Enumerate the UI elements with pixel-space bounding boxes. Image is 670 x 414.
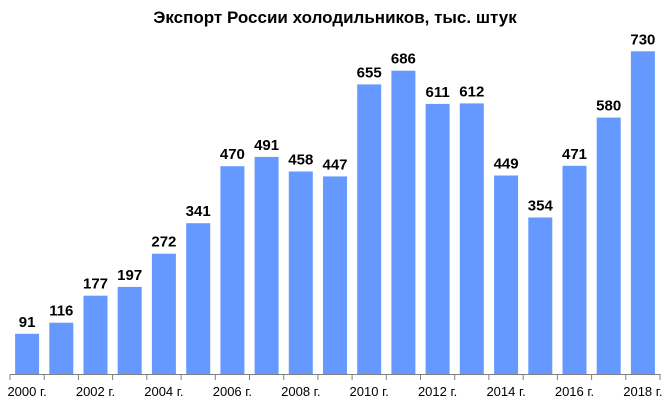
bar-value-label-12: 611 xyxy=(425,84,449,101)
bar-value-label-9: 447 xyxy=(322,156,347,173)
bar-value-label-18: 730 xyxy=(630,31,655,48)
bar-value-label-14: 449 xyxy=(494,156,519,173)
bar-15 xyxy=(528,217,553,374)
bar-13 xyxy=(459,103,484,375)
bar-14 xyxy=(494,175,519,374)
bar-6 xyxy=(220,166,245,374)
bar-16 xyxy=(562,165,587,374)
x-tick-label-12: 2012 г. xyxy=(418,384,457,399)
bar-9 xyxy=(323,176,347,374)
bar-1 xyxy=(49,322,74,374)
bar-value-label-7: 491 xyxy=(254,137,279,154)
bar-value-label-5: 341 xyxy=(186,203,211,220)
bar-10 xyxy=(357,84,382,375)
bar-8 xyxy=(288,171,313,374)
bar-11 xyxy=(391,70,416,374)
bar-0 xyxy=(15,333,40,374)
value-labels-layer: 91 116 177 197 272 341 470 491 458 447 655 686 611 61… xyxy=(19,31,656,331)
bar-value-label-2: 177 xyxy=(83,276,108,293)
x-tick-label-0: 2000 г. xyxy=(7,384,46,399)
bar-value-label-16: 471 xyxy=(562,146,587,163)
bar-value-label-8: 458 xyxy=(288,152,313,169)
bar-value-label-10: 655 xyxy=(357,64,382,81)
bar-value-label-0: 91 xyxy=(19,314,36,331)
bar-value-label-15: 354 xyxy=(528,198,554,215)
bar-value-label-17: 580 xyxy=(596,98,621,115)
bar-3 xyxy=(117,286,142,374)
bar-value-label-11: 686 xyxy=(391,51,416,68)
x-tick-label-2: 2002 г. xyxy=(76,384,115,399)
x-tick-label-10: 2010 г. xyxy=(350,384,389,399)
bar-value-label-6: 470 xyxy=(220,146,245,163)
bar-value-label-1: 116 xyxy=(49,303,73,320)
bar-5 xyxy=(186,223,211,374)
x-tick-label-18: 2018 г. xyxy=(623,384,662,399)
x-tick-label-6: 2006 г. xyxy=(213,384,252,399)
x-tick-label-14: 2014 г. xyxy=(486,384,525,399)
bar-value-label-13: 612 xyxy=(459,83,484,100)
bar-value-label-4: 272 xyxy=(151,234,176,251)
bars-layer xyxy=(15,51,655,375)
x-tick-label-16: 2016 г. xyxy=(555,384,594,399)
x-tick-label-4: 2004 г. xyxy=(144,384,183,399)
bar-7 xyxy=(254,156,279,374)
chart-title: Экспорт России холодильников, тыс. штук xyxy=(153,8,517,27)
x-ticks-layer: 2000 г. 2002 г. 2004 г. 2006 г. 2008 г. 2010 … xyxy=(7,374,663,399)
bar-17 xyxy=(596,117,621,374)
bar-12 xyxy=(425,103,450,375)
bar-value-label-3: 197 xyxy=(117,267,142,284)
bar-4 xyxy=(151,253,176,374)
bar-18 xyxy=(630,51,655,375)
x-tick-label-8: 2008 г. xyxy=(281,384,320,399)
bar-2 xyxy=(83,295,108,374)
